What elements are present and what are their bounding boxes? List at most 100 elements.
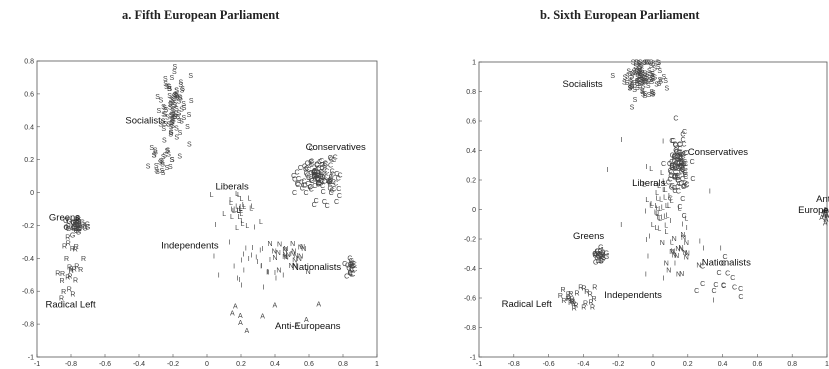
data-point: S bbox=[171, 118, 176, 125]
data-point: C bbox=[349, 272, 354, 279]
data-point: C bbox=[314, 170, 319, 177]
data-point: C bbox=[312, 174, 317, 181]
data-point: N bbox=[666, 267, 671, 274]
data-point: C bbox=[674, 149, 679, 156]
data-point: C bbox=[677, 141, 682, 148]
data-point: I bbox=[262, 285, 264, 292]
data-point: S bbox=[165, 148, 170, 155]
data-point: G bbox=[74, 228, 79, 235]
data-point: S bbox=[168, 132, 173, 139]
data-point: S bbox=[181, 101, 186, 108]
data-point: S bbox=[635, 81, 640, 88]
data-point: L bbox=[649, 166, 653, 173]
data-point: C bbox=[331, 179, 336, 186]
data-point: C bbox=[679, 160, 684, 167]
data-point: I bbox=[255, 254, 257, 261]
data-point: C bbox=[319, 171, 324, 178]
data-point: C bbox=[344, 274, 349, 281]
data-point: A bbox=[823, 207, 828, 214]
data-point: N bbox=[675, 246, 680, 253]
data-point: C bbox=[351, 263, 356, 270]
y-tick-label: 0.8 bbox=[466, 89, 476, 96]
data-point: S bbox=[657, 68, 662, 75]
data-point: N bbox=[680, 232, 685, 239]
data-point: S bbox=[656, 81, 661, 88]
data-point: S bbox=[651, 60, 656, 67]
data-point: S bbox=[637, 72, 642, 79]
data-point: G bbox=[75, 223, 80, 230]
data-point: S bbox=[610, 73, 615, 80]
data-point: L bbox=[658, 216, 662, 223]
data-point: C bbox=[678, 154, 683, 161]
data-point: C bbox=[673, 165, 678, 172]
data-point: I bbox=[218, 273, 220, 280]
x-tick-label: -0.4 bbox=[577, 361, 589, 368]
data-point: N bbox=[293, 253, 298, 260]
data-point: A bbox=[824, 207, 829, 214]
data-point: C bbox=[350, 260, 355, 267]
data-point: C bbox=[679, 180, 684, 187]
data-point: C bbox=[683, 174, 688, 181]
data-point: S bbox=[644, 79, 649, 86]
data-point: N bbox=[660, 240, 665, 247]
data-point: C bbox=[670, 163, 675, 170]
data-point: C bbox=[679, 169, 684, 176]
data-point: S bbox=[665, 85, 670, 92]
data-point: S bbox=[176, 99, 181, 106]
data-point: S bbox=[637, 64, 642, 71]
x-tick-label: -0.2 bbox=[167, 361, 179, 368]
data-point: R bbox=[67, 287, 72, 294]
data-point: C bbox=[675, 173, 680, 180]
data-point: S bbox=[641, 84, 646, 91]
data-point: C bbox=[682, 180, 687, 187]
data-point: R bbox=[70, 246, 75, 253]
data-point: S bbox=[170, 116, 175, 123]
data-point: S bbox=[641, 92, 646, 99]
data-point: C bbox=[333, 181, 338, 188]
data-point: S bbox=[170, 108, 175, 115]
data-point: C bbox=[309, 178, 314, 185]
data-point: L bbox=[237, 192, 241, 199]
data-point: S bbox=[159, 158, 164, 165]
data-point: L bbox=[663, 194, 667, 201]
data-point: S bbox=[645, 60, 650, 67]
data-point: C bbox=[350, 263, 355, 270]
data-point: C bbox=[300, 186, 305, 193]
data-point: S bbox=[630, 84, 635, 91]
data-point: G bbox=[593, 253, 598, 260]
data-point: I bbox=[256, 259, 258, 266]
data-point: C bbox=[684, 150, 689, 157]
data-point: I bbox=[260, 264, 262, 271]
data-point: S bbox=[642, 91, 647, 98]
data-point: S bbox=[648, 71, 653, 78]
data-point: N bbox=[286, 252, 291, 259]
data-point: C bbox=[308, 170, 313, 177]
data-point: L bbox=[236, 208, 240, 215]
data-point: C bbox=[694, 288, 699, 295]
data-point: S bbox=[158, 122, 163, 129]
data-point: C bbox=[319, 178, 324, 185]
data-point: R bbox=[60, 278, 65, 285]
data-point: S bbox=[638, 68, 643, 75]
data-point: R bbox=[570, 298, 575, 305]
x-tick-label: 0.2 bbox=[683, 361, 693, 368]
chart-a-title: a. Fifth European Parliament bbox=[122, 8, 280, 22]
data-point: C bbox=[738, 294, 743, 301]
data-point: C bbox=[678, 152, 683, 159]
data-point: C bbox=[349, 263, 354, 270]
data-point: C bbox=[309, 158, 314, 165]
data-point: G bbox=[598, 259, 603, 266]
data-point: A bbox=[825, 212, 829, 219]
data-point: L bbox=[240, 196, 244, 203]
data-point: R bbox=[569, 298, 574, 305]
data-point: C bbox=[681, 184, 686, 191]
data-point: I bbox=[645, 237, 647, 244]
data-point: G bbox=[85, 221, 90, 228]
x-tick-label: 0 bbox=[205, 361, 209, 368]
data-point: S bbox=[166, 122, 171, 129]
data-point: C bbox=[723, 254, 728, 261]
data-point: C bbox=[329, 190, 334, 197]
data-point: S bbox=[645, 72, 650, 79]
data-point: S bbox=[149, 145, 154, 152]
data-point: S bbox=[646, 83, 651, 90]
